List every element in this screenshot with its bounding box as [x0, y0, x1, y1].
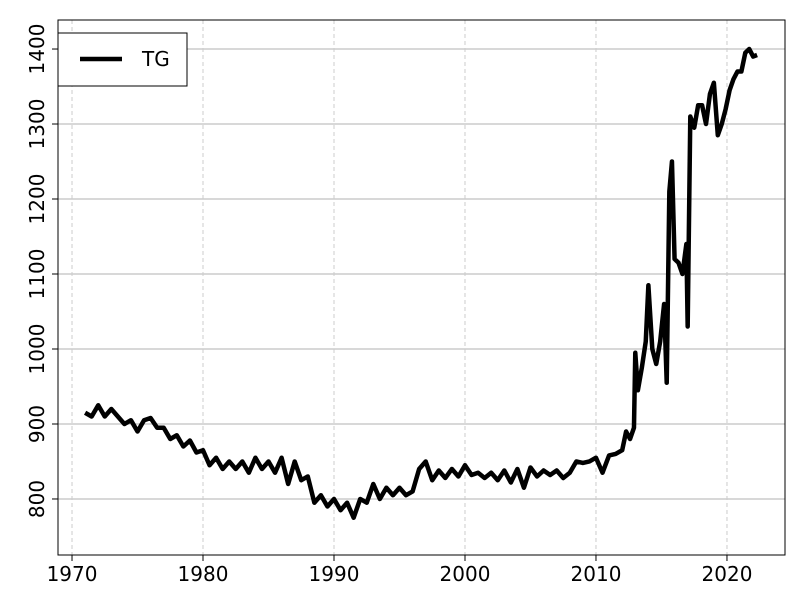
x-tick-label: 1970: [47, 562, 98, 586]
x-tick-label: 2010: [571, 562, 622, 586]
y-tick-label: 1200: [25, 174, 49, 225]
y-tick-label: 1300: [25, 99, 49, 150]
y-tick-label: 900: [25, 405, 49, 443]
x-tick-label: 2020: [702, 562, 753, 586]
x-tick-label: 2000: [440, 562, 491, 586]
plot-frame: [57, 19, 786, 556]
legend-label: TG: [141, 47, 170, 71]
x-tick-label: 1990: [309, 562, 360, 586]
y-tick-label: 1000: [25, 324, 49, 375]
y-tick-label: 1400: [25, 24, 49, 75]
line: [83, 46, 758, 520]
x-tick-label: 1980: [178, 562, 229, 586]
y-tick-label: 1100: [25, 249, 49, 300]
legend-box: [57, 32, 188, 87]
y-tick-label: 800: [25, 480, 49, 518]
